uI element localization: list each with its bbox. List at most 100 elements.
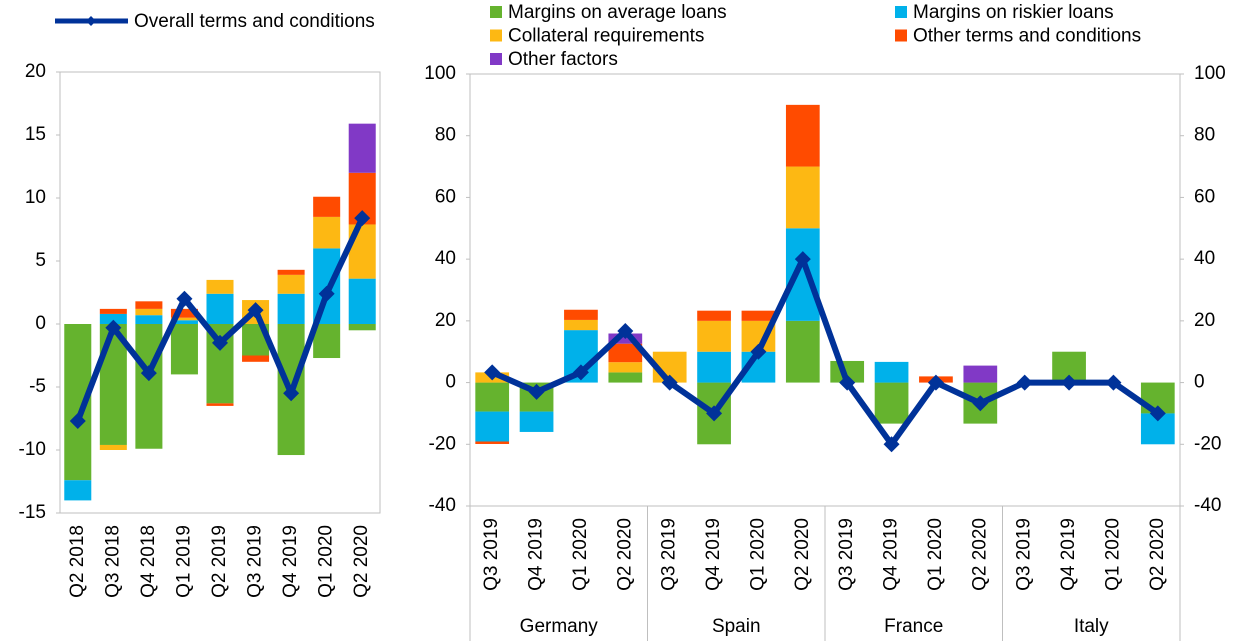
y-tick-label: 0 [445, 372, 456, 393]
bar-segment [785, 104, 820, 167]
line-marker [484, 364, 501, 381]
y-tick-label: 10 [25, 187, 46, 208]
plot-border [469, 73, 1181, 507]
series-line [490, 256, 1160, 448]
bar-segment [475, 441, 510, 444]
bar-segment [206, 279, 234, 294]
y-tick-label: -15 [19, 502, 46, 523]
line-marker [1061, 374, 1078, 391]
x-tick-label: Q2 2020 [351, 525, 372, 598]
line-marker [706, 405, 723, 422]
line-marker [354, 210, 371, 227]
line-marker [283, 385, 300, 402]
legend-swatch [490, 29, 502, 42]
line-marker [69, 413, 86, 430]
legend-label: Overall terms and conditions [134, 11, 375, 32]
y-tick-label: 20 [25, 61, 46, 82]
y2-tick-label: 80 [1194, 125, 1215, 146]
x-tick-label: Q3 2019 [836, 518, 857, 591]
y2-tick-label: 20 [1194, 310, 1215, 331]
bar-segment [348, 278, 376, 324]
bar-segment [785, 320, 820, 383]
y-tick-label: 40 [435, 248, 456, 269]
x-tick-label: Q4 2019 [881, 518, 902, 591]
x-tick-label: Q1 2020 [925, 518, 946, 591]
bar-segment [135, 308, 163, 316]
bar-segment [135, 324, 163, 449]
bar-segment [170, 308, 198, 318]
y2-tick-label: 60 [1194, 186, 1215, 207]
x-tick-label: Q2 2019 [209, 525, 230, 598]
x-tick-label: Q3 2018 [102, 525, 123, 598]
x-tick-label: Q4 2019 [703, 518, 724, 591]
group-label: Italy [1074, 616, 1109, 637]
x-tick-label: Q2 2020 [1147, 518, 1168, 591]
x-tick-label: Q4 2019 [1058, 518, 1079, 591]
x-tick-label: Q1 2020 [316, 525, 337, 598]
y-tick-label: -40 [429, 495, 456, 516]
line-marker [572, 364, 589, 381]
line-marker [212, 334, 228, 351]
legend-swatch [490, 53, 502, 65]
bar-segment [99, 308, 127, 314]
line-marker [105, 319, 122, 336]
bar-segment [99, 313, 127, 324]
bar-segment [475, 411, 510, 442]
line-marker [1149, 405, 1166, 422]
bar-segment [785, 228, 820, 321]
bar-segment [741, 310, 776, 321]
line-marker [140, 365, 157, 382]
legend-label: Other factors [508, 49, 618, 70]
bar-segment [277, 274, 305, 294]
x-tick-label: Q2 2020 [792, 518, 813, 591]
bar-segment [697, 310, 731, 321]
bar-segment [963, 365, 998, 383]
group-label: Germany [520, 616, 599, 637]
line-marker [176, 290, 193, 307]
x-tick-label: Q3 2019 [659, 518, 680, 591]
bar-segment [519, 411, 554, 432]
y2-tick-label: -40 [1194, 495, 1221, 516]
line-marker [883, 436, 900, 453]
bar-segment [206, 293, 234, 324]
y-tick-label: -10 [19, 439, 46, 460]
x-tick-label: Q1 2020 [570, 518, 591, 591]
bar-segment [348, 324, 376, 331]
x-tick-label: Q2 2018 [67, 525, 88, 598]
bar-segment [564, 319, 598, 331]
line-marker [617, 323, 634, 340]
x-tick-label: Q4 2018 [138, 525, 159, 598]
bar-segment [170, 317, 198, 321]
bar-segment [242, 355, 270, 362]
plot-border [59, 71, 381, 514]
bar-segment [564, 309, 598, 320]
y2-tick-label: 100 [1194, 63, 1226, 84]
bar-segment [64, 480, 92, 501]
legend-swatch [490, 6, 502, 18]
x-tick-label: Q2 2020 [614, 518, 635, 591]
y-tick-label: 20 [435, 310, 456, 331]
line-marker [1105, 374, 1122, 391]
legend-label: Margins on average loans [508, 2, 727, 23]
bar-segment [313, 216, 341, 249]
legend-marker [86, 16, 96, 26]
bar-segment [99, 444, 127, 450]
bar-segment [608, 372, 643, 383]
y-tick-label: -5 [29, 376, 46, 397]
bar-segment [697, 320, 731, 352]
line-marker [794, 251, 811, 268]
y-tick-label: 80 [435, 125, 456, 146]
legend-label: Collateral requirements [508, 26, 704, 47]
line-marker [750, 343, 767, 360]
bar-segment [475, 382, 510, 412]
bar-segment [608, 362, 643, 373]
line-marker [247, 302, 264, 319]
y-tick-label: 15 [25, 124, 46, 145]
line-marker [661, 374, 678, 391]
bar-segment [170, 320, 198, 324]
bar-segment [206, 403, 234, 406]
legend-swatch [895, 29, 907, 42]
legend-label: Margins on riskier loans [913, 2, 1114, 23]
bar-segment [313, 196, 341, 217]
